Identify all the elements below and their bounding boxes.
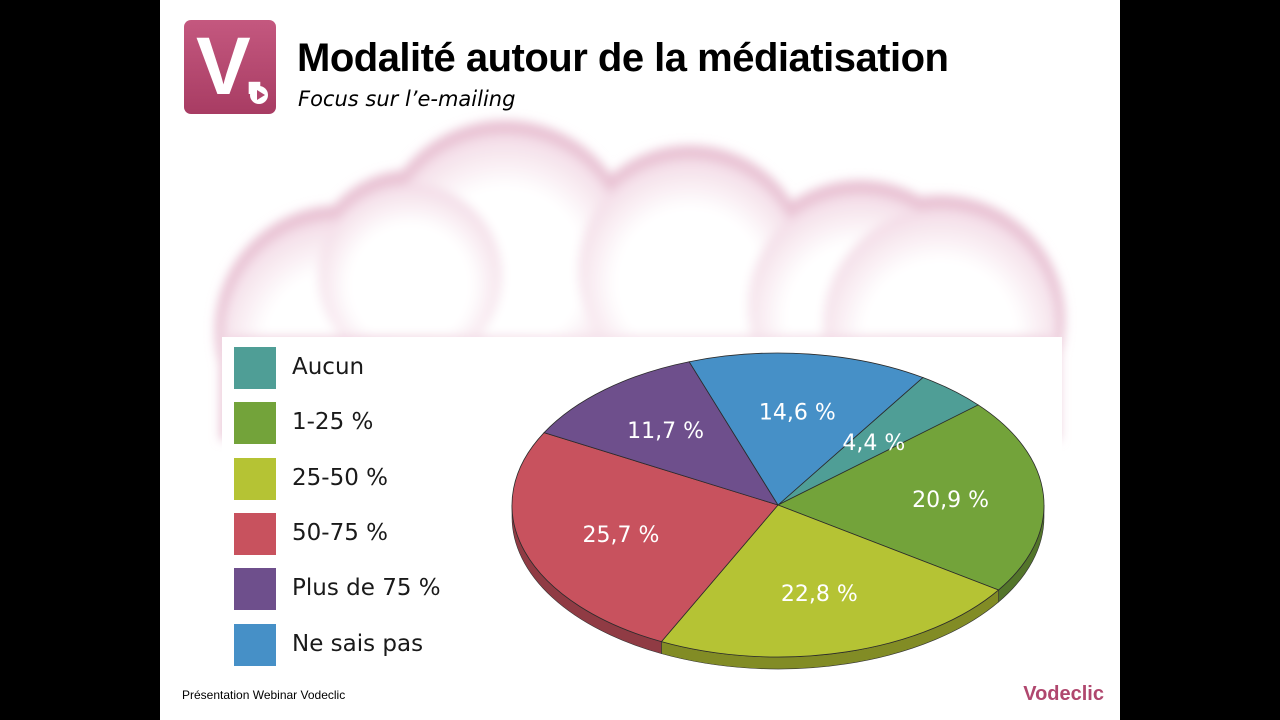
- slide: V. Modalité autour de la médiatisation F…: [160, 0, 1120, 720]
- legend-label: Plus de 75 %: [292, 575, 441, 601]
- play-icon: [257, 90, 265, 100]
- legend-label: 25-50 %: [292, 465, 388, 491]
- legend-swatch: [234, 402, 276, 444]
- legend-label: Ne sais pas: [292, 631, 424, 657]
- pie-value-label: 11,7 %: [627, 419, 704, 444]
- footer-caption: Présentation Webinar Vodeclic: [182, 688, 346, 702]
- pie-value-label: 25,7 %: [583, 523, 660, 548]
- legend-swatch: [234, 568, 276, 610]
- pie-value-label: 22,8 %: [781, 582, 858, 607]
- pie-slice: [543, 361, 779, 506]
- page-subtitle: Focus sur l’e-mailing: [298, 87, 516, 111]
- pie-value-label: 20,9 %: [912, 488, 989, 513]
- legend-swatch: [234, 513, 276, 555]
- legend-label: Aucun: [292, 354, 365, 380]
- pie-chart: 4,4 % 20,9 % 22,8 % 25,7 % 11,7 % 14,6 %: [511, 352, 1045, 670]
- pie-slice: [777, 404, 1045, 591]
- pie-slice: [688, 352, 924, 506]
- page-title: Modalité autour de la médiatisation: [297, 36, 949, 80]
- pie-value-label: 14,6 %: [759, 400, 836, 425]
- legend-swatch: [234, 347, 276, 389]
- chart-panel: Aucun 1-25 % 25-50 % 50-75 % Plus de 75 …: [222, 337, 1062, 677]
- pie-value-label: 4,4 %: [842, 431, 905, 456]
- legend-swatch: [234, 458, 276, 500]
- legend-label: 1-25 %: [292, 409, 374, 435]
- footer-brand: Vodeclic: [1023, 683, 1104, 705]
- pie-slice: [511, 432, 779, 643]
- legend-label: 50-75 %: [292, 520, 388, 546]
- vodeclic-logo: V.: [184, 20, 276, 114]
- legend-swatch: [234, 624, 276, 666]
